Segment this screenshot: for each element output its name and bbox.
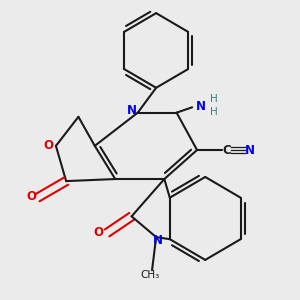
Text: C: C xyxy=(222,143,231,157)
Text: CH₃: CH₃ xyxy=(140,270,160,280)
Text: H: H xyxy=(210,107,218,117)
Text: N: N xyxy=(245,143,255,157)
Text: N: N xyxy=(153,234,163,247)
Text: O: O xyxy=(44,139,54,152)
Text: O: O xyxy=(94,226,104,239)
Text: O: O xyxy=(26,190,36,203)
Text: H: H xyxy=(210,94,218,104)
Text: N: N xyxy=(127,104,136,117)
Text: N: N xyxy=(196,100,206,113)
